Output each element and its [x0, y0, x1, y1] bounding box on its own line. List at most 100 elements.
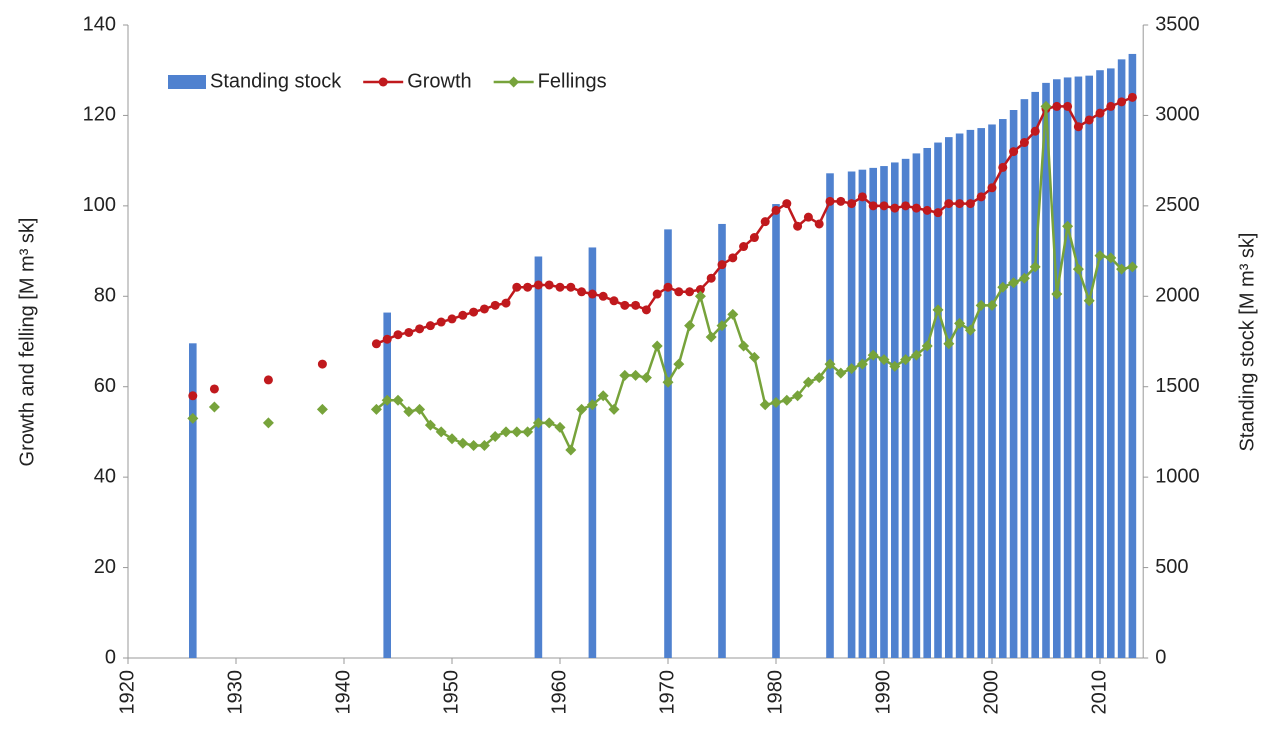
point-marker [435, 426, 447, 438]
bar [1009, 110, 1018, 658]
point-marker [371, 339, 381, 349]
point-marker [609, 296, 619, 306]
bar [588, 247, 597, 658]
point-marker [944, 199, 954, 209]
point-marker [986, 299, 998, 311]
point-marker [403, 406, 415, 418]
point-marker [1062, 220, 1074, 232]
bar [1020, 99, 1029, 658]
point-marker [879, 201, 889, 211]
point-marker [652, 289, 662, 299]
point-marker [501, 298, 511, 308]
bar [1063, 77, 1072, 659]
point-marker [1095, 108, 1105, 118]
point-marker [489, 430, 501, 442]
x-tick-label: 2000 [980, 670, 1002, 715]
point-marker [955, 199, 965, 209]
point-marker [392, 394, 404, 406]
point-marker [512, 282, 522, 292]
point-marker [479, 304, 489, 314]
y-tick-label: 60 [94, 375, 116, 397]
bar [772, 204, 780, 658]
y-tick-label: 40 [94, 465, 116, 487]
point-marker [954, 317, 966, 329]
point-marker [630, 369, 642, 381]
point-marker [468, 439, 480, 451]
point-marker [867, 349, 879, 361]
point-marker [522, 426, 534, 438]
y2-tick-label: 500 [1155, 556, 1188, 578]
point-marker [620, 300, 630, 310]
point-marker [922, 205, 932, 215]
point-marker [446, 433, 458, 445]
point-marker [716, 320, 728, 332]
point-marker [1105, 252, 1117, 264]
point-marker [1019, 138, 1029, 148]
point-marker [921, 340, 933, 352]
point-marker [414, 403, 426, 415]
point-marker [436, 317, 446, 327]
bar [1107, 68, 1115, 659]
point-marker [597, 390, 609, 402]
bar [664, 229, 672, 658]
point-marker [1030, 126, 1040, 136]
point-marker [651, 340, 663, 352]
point-marker [792, 390, 804, 402]
bar [891, 162, 899, 659]
point-marker [262, 417, 274, 429]
point-marker [415, 324, 425, 334]
legend-marker [378, 77, 388, 87]
point-marker [490, 300, 500, 310]
legend-label: Growth [407, 70, 471, 92]
x-tick-label: 1960 [548, 670, 570, 715]
bar [534, 256, 543, 658]
y2-tick-label: 1000 [1155, 465, 1200, 487]
point-marker [975, 299, 987, 311]
point-marker [523, 282, 533, 292]
point-marker [576, 403, 588, 415]
bar [858, 169, 867, 658]
point-marker [263, 375, 273, 385]
point-marker [447, 314, 457, 324]
y-tick-label: 140 [83, 13, 116, 35]
point-marker [586, 399, 598, 411]
y-tick-label: 100 [83, 194, 116, 216]
point-marker [846, 363, 858, 375]
point-marker [674, 287, 684, 297]
bar [1117, 59, 1126, 659]
point-marker [555, 282, 565, 292]
bar [718, 223, 726, 658]
bar [880, 166, 888, 658]
point-marker [1063, 101, 1073, 111]
point-marker [316, 403, 328, 415]
point-marker [1126, 261, 1138, 273]
point-marker [565, 444, 577, 456]
point-marker [728, 253, 738, 263]
point-marker [685, 287, 695, 297]
point-marker [370, 403, 382, 415]
point-marker [933, 208, 943, 218]
point-marker [889, 360, 901, 372]
y-tick-label: 120 [83, 104, 116, 126]
bar [912, 153, 921, 658]
point-marker [987, 183, 997, 193]
point-marker [1018, 272, 1030, 284]
point-marker [1008, 277, 1020, 289]
point-marker [425, 321, 435, 331]
point-marker [1106, 101, 1116, 111]
bar [955, 133, 964, 658]
point-marker [910, 349, 922, 361]
point-marker [381, 394, 393, 406]
point-marker [900, 354, 912, 366]
point-marker [964, 324, 976, 336]
point-marker [813, 372, 825, 384]
point-marker [835, 367, 847, 379]
point-marker [847, 199, 857, 209]
bar [826, 173, 834, 658]
point-marker [760, 217, 770, 227]
point-marker [1052, 101, 1062, 111]
point-marker [469, 307, 479, 317]
x-tick-label: 1990 [872, 670, 894, 715]
point-marker [1116, 263, 1128, 275]
y2-tick-label: 3000 [1155, 104, 1200, 126]
